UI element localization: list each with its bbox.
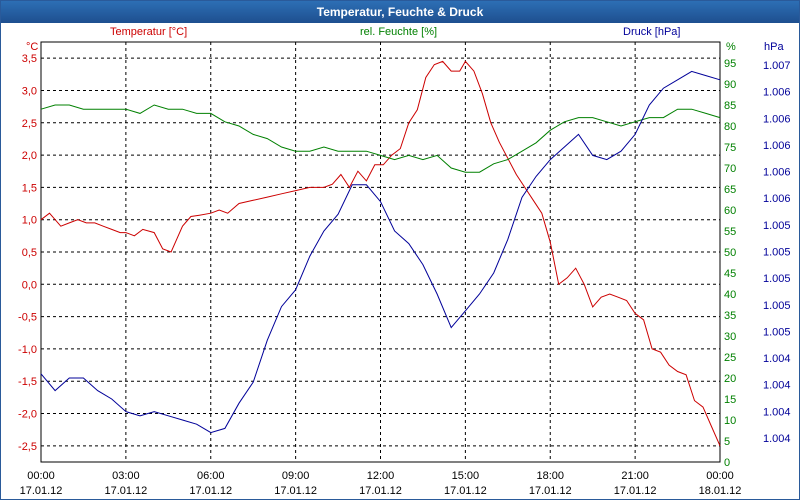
x-tick-time: 03:00	[112, 470, 140, 482]
temperature-tick-label: -1,5	[18, 376, 37, 388]
pressure-unit-label: hPa	[764, 41, 784, 53]
humidity-tick-label: 85	[724, 100, 736, 112]
axis-ticks: 00:00 17.01.12 03:00 17.01.12 06:00 17.01.12 0…	[18, 53, 791, 497]
humidity-tick-label: 55	[724, 226, 736, 238]
x-tick-time: 00:00	[27, 470, 55, 482]
chart-grid	[40, 41, 721, 463]
humidity-tick-label: 0	[724, 457, 730, 469]
window-title: Temperatur, Feuchte & Druck	[1, 1, 799, 23]
temperature-tick-label: 1,5	[22, 182, 37, 194]
temperature-axis-title: Temperatur [°C]	[110, 26, 187, 38]
humidity-tick-label: 25	[724, 352, 736, 364]
humidity-tick-label: 30	[724, 331, 736, 343]
temperature-tick-label: -2,0	[18, 409, 37, 421]
humidity-tick-label: 95	[724, 58, 736, 70]
temperature-tick-label: 1,0	[22, 215, 37, 227]
x-tick-time: 18:00	[536, 470, 564, 482]
temperature-tick-label: -1,0	[18, 344, 37, 356]
x-tick-time: 06:00	[197, 470, 225, 482]
x-tick-time: 09:00	[282, 470, 310, 482]
temperature-unit-label: °C	[26, 41, 38, 53]
pressure-tick-label: 1.004	[763, 406, 791, 418]
x-tick-time: 21:00	[621, 470, 649, 482]
x-tick-date: 18.01.12	[699, 485, 742, 497]
x-tick-date: 17.01.12	[104, 485, 147, 497]
x-tick-date: 17.01.12	[529, 485, 572, 497]
pressure-tick-label: 1.004	[763, 380, 791, 392]
humidity-tick-label: 75	[724, 142, 736, 154]
temperature-tick-label: 0,0	[22, 279, 37, 291]
pressure-tick-label: 1.005	[763, 273, 791, 285]
x-tick-date: 17.01.12	[20, 485, 63, 497]
pressure-tick-label: 1.007	[763, 60, 791, 72]
temperature-tick-label: 3,5	[22, 53, 37, 65]
temperature-tick-label: 2,5	[22, 118, 37, 130]
temperature-tick-label: -0,5	[18, 312, 37, 324]
x-tick-date: 17.01.12	[359, 485, 402, 497]
temperature-tick-label: 2,0	[22, 150, 37, 162]
series-lines	[40, 60, 721, 447]
x-tick-time: 00:00	[706, 470, 734, 482]
humidity-tick-label: 60	[724, 205, 736, 217]
humidity-tick-label: 90	[724, 79, 736, 91]
pressure-tick-label: 1.006	[763, 167, 791, 179]
pressure-tick-label: 1.005	[763, 220, 791, 232]
pressure-tick-label: 1.006	[763, 87, 791, 99]
humidity-tick-label: 50	[724, 247, 736, 259]
temperature-tick-label: 3,0	[22, 85, 37, 97]
humidity-tick-label: 70	[724, 163, 736, 175]
temperature-tick-label: -2,5	[18, 441, 37, 453]
x-tick-date: 17.01.12	[274, 485, 317, 497]
x-tick-date: 17.01.12	[614, 485, 657, 497]
pressure-axis-title: Druck [hPa]	[623, 26, 680, 38]
pressure-tick-label: 1.004	[763, 433, 791, 445]
humidity-tick-label: 80	[724, 121, 736, 133]
pressure-tick-label: 1.006	[763, 193, 791, 205]
humidity-tick-label: 35	[724, 310, 736, 322]
humidity-tick-label: 20	[724, 373, 736, 385]
pressure-tick-label: 1.006	[763, 113, 791, 125]
humidity-axis-title: rel. Feuchte [%]	[360, 26, 437, 38]
x-tick-time: 15:00	[452, 470, 480, 482]
humidity-unit-label: %	[726, 41, 736, 53]
series-line-humidity	[40, 104, 721, 173]
series-line-temperature	[40, 60, 721, 447]
humidity-tick-label: 45	[724, 268, 736, 280]
pressure-tick-label: 1.004	[763, 353, 791, 365]
x-tick-date: 17.01.12	[444, 485, 487, 497]
temperature-tick-label: 0,5	[22, 247, 37, 259]
pressure-tick-label: 1.006	[763, 140, 791, 152]
humidity-tick-label: 5	[724, 436, 730, 448]
humidity-tick-label: 65	[724, 184, 736, 196]
humidity-tick-label: 15	[724, 394, 736, 406]
humidity-tick-label: 40	[724, 289, 736, 301]
series-line-pressure	[40, 70, 721, 434]
humidity-tick-label: 10	[724, 415, 736, 427]
pressure-tick-label: 1.005	[763, 326, 791, 338]
pressure-tick-label: 1.005	[763, 300, 791, 312]
x-tick-time: 12:00	[367, 470, 395, 482]
x-tick-date: 17.01.12	[189, 485, 232, 497]
pressure-tick-label: 1.005	[763, 247, 791, 259]
